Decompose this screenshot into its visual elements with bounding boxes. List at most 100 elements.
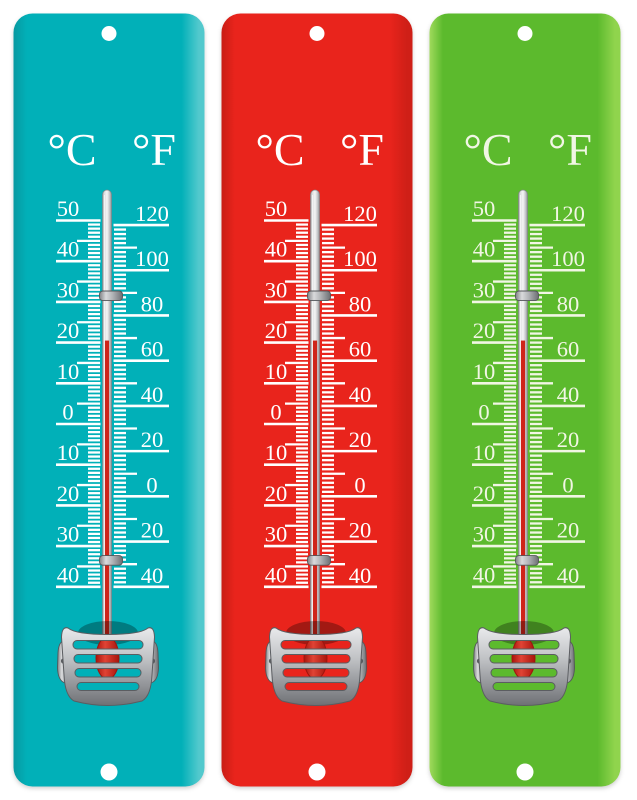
celsius-scale-label: 50 — [57, 196, 80, 221]
celsius-scale: 50 40 30 20 10 0 10 20 30 40 — [56, 196, 101, 589]
guard-cage — [268, 627, 364, 706]
fahrenheit-scale-label: 40 — [349, 563, 372, 588]
fahrenheit-scale-label: 100 — [551, 246, 585, 271]
fahrenheit-scale-label: 0 — [562, 472, 573, 497]
bottom-mounting-hole — [100, 763, 118, 781]
tube-clip — [515, 290, 539, 302]
celsius-scale-label: 30 — [57, 277, 80, 302]
thermometer-graphic-red: °C °F504030201001020304012010080604020020… — [221, 13, 413, 787]
liquid-column — [312, 340, 318, 659]
fahrenheit-scale-label: 20 — [557, 518, 580, 543]
top-mounting-hole — [101, 26, 117, 41]
bottom-mounting-hole — [516, 763, 534, 781]
liquid-column — [520, 340, 526, 659]
fahrenheit-scale-label: 40 — [557, 382, 580, 407]
fahrenheit-unit-label: °F — [132, 124, 176, 175]
fahrenheit-scale-label: 100 — [343, 246, 377, 271]
bulb-guard — [57, 621, 159, 706]
fahrenheit-scale-label: 120 — [135, 201, 169, 226]
celsius-scale-label: 40 — [265, 562, 288, 587]
thermometer-red: °C °F 50 40 30 20 10 0 10 20 30 40 120 100 80 60 40 20 0 20… — [221, 13, 413, 787]
celsius-scale-label: 50 — [473, 196, 496, 221]
celsius-scale-label: 10 — [265, 440, 288, 465]
celsius-scale-label: 40 — [57, 237, 80, 262]
celsius-scale-label: 20 — [473, 318, 496, 343]
thermometer-bulb — [511, 636, 536, 680]
fahrenheit-scale-label: 60 — [557, 337, 580, 362]
fahrenheit-scale-label: 0 — [354, 472, 365, 497]
fahrenheit-scale-label: 80 — [141, 291, 164, 316]
celsius-scale-label: 10 — [473, 359, 496, 384]
glass-tube — [310, 189, 320, 659]
guard-cage — [60, 627, 156, 706]
fahrenheit-scale-label: 20 — [141, 518, 164, 543]
fahrenheit-scale: 120 100 80 60 40 20 0 20 40 — [321, 201, 377, 589]
celsius-scale-label: 30 — [265, 522, 288, 547]
celsius-scale-label: 20 — [57, 481, 80, 506]
celsius-scale-label: 30 — [265, 277, 288, 302]
fahrenheit-scale-label: 40 — [141, 563, 164, 588]
celsius-scale-label: 30 — [57, 522, 80, 547]
fahrenheit-scale-label: 40 — [349, 382, 372, 407]
celsius-scale-label: 30 — [473, 522, 496, 547]
fahrenheit-scale-label: 40 — [141, 382, 164, 407]
celsius-unit-label: °C — [463, 124, 512, 175]
fahrenheit-scale-label: 80 — [557, 291, 580, 316]
fahrenheit-scale: 120 100 80 60 40 20 0 20 40 — [529, 201, 585, 589]
celsius-scale-label: 40 — [473, 562, 496, 587]
fahrenheit-unit-label: °F — [548, 124, 592, 175]
celsius-scale: 50 40 30 20 10 0 10 20 30 40 — [264, 196, 309, 589]
celsius-scale-label: 40 — [473, 237, 496, 262]
tube-clip — [515, 555, 539, 566]
bottom-mounting-hole — [308, 763, 326, 781]
fahrenheit-scale-label: 120 — [343, 201, 377, 226]
thermometer-teal: °C °F 50 40 30 20 10 0 10 20 30 40 120 100 80 60 40 20 0 20… — [13, 13, 205, 787]
celsius-scale-label: 10 — [57, 440, 80, 465]
celsius-scale-label: 20 — [265, 481, 288, 506]
celsius-scale-label: 0 — [270, 400, 281, 425]
bulb-guard — [265, 621, 367, 706]
celsius-unit-label: °C — [47, 124, 96, 175]
fahrenheit-scale-label: 0 — [146, 472, 157, 497]
fahrenheit-scale-label: 80 — [349, 291, 372, 316]
bulb-guard — [473, 621, 575, 706]
top-mounting-hole — [517, 26, 533, 41]
celsius-scale-label: 40 — [57, 562, 80, 587]
fahrenheit-scale-label: 20 — [557, 427, 580, 452]
thermometer-bulb — [95, 636, 120, 680]
tube-clip — [307, 555, 331, 566]
celsius-scale: 50 40 30 20 10 0 10 20 30 40 — [472, 196, 517, 589]
top-mounting-hole — [309, 26, 325, 41]
celsius-scale-label: 20 — [265, 318, 288, 343]
celsius-scale-label: 10 — [57, 359, 80, 384]
celsius-scale-label: 20 — [473, 481, 496, 506]
celsius-scale-label: 10 — [265, 359, 288, 384]
liquid-column — [104, 340, 110, 659]
celsius-scale-label: 0 — [478, 400, 489, 425]
fahrenheit-unit-label: °F — [340, 124, 384, 175]
thermometer-green: °C °F 50 40 30 20 10 0 10 20 30 40 120 100 80 60 40 20 0 20… — [429, 13, 621, 787]
tube-clip — [99, 290, 123, 302]
thermometer-graphic-teal: °C °F504030201001020304012010080604020020… — [13, 13, 205, 787]
fahrenheit-scale-label: 60 — [349, 337, 372, 362]
glass-tube — [102, 189, 112, 659]
guard-cage — [476, 627, 572, 706]
celsius-scale-label: 10 — [473, 440, 496, 465]
fahrenheit-scale-label: 20 — [141, 427, 164, 452]
fahrenheit-scale: 120 100 80 60 40 20 0 20 40 — [113, 201, 169, 589]
fahrenheit-scale-label: 120 — [551, 201, 585, 226]
thermometer-graphic-green: °C °F504030201001020304012010080604020020… — [429, 13, 621, 787]
thermometer-bulb — [303, 636, 328, 680]
tube-clip — [307, 290, 331, 302]
fahrenheit-scale-label: 40 — [557, 563, 580, 588]
tube-clip — [99, 555, 123, 566]
fahrenheit-scale-label: 20 — [349, 518, 372, 543]
fahrenheit-scale-label: 20 — [349, 427, 372, 452]
fahrenheit-scale-label: 60 — [141, 337, 164, 362]
celsius-scale-label: 50 — [265, 196, 288, 221]
celsius-scale-label: 20 — [57, 318, 80, 343]
celsius-scale-label: 40 — [265, 237, 288, 262]
fahrenheit-scale-label: 100 — [135, 246, 169, 271]
